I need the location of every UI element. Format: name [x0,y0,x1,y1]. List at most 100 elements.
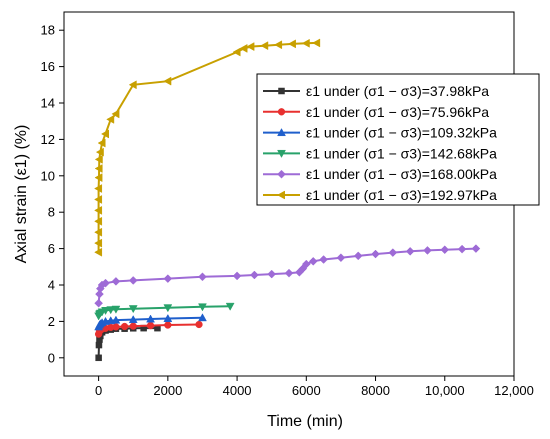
legend-label: ε1 under (σ1 − σ3)=37.98kPa [306,83,489,99]
data-point [128,315,138,324]
series-group [94,302,235,321]
data-point [94,227,103,237]
data-point [106,306,116,315]
legend-item: ε1 under (σ1 − σ3)=142.68kPa [263,145,497,161]
plot-series [94,38,481,362]
data-point [423,246,432,255]
data-point [232,47,241,57]
data-point [232,271,242,281]
y-tick-label: 12 [41,132,55,147]
data-point [111,277,121,286]
x-tick-label: 4000 [223,383,252,398]
data-point [225,302,235,311]
data-point [95,354,102,362]
data-point [312,38,321,48]
data-point [260,41,269,51]
data-point [198,313,207,322]
y-axis-title: Axial strain (ε1) (%) [13,125,30,264]
data-point [94,298,103,308]
data-point [284,268,294,278]
y-tick-label: 14 [41,96,55,111]
y-tick-label: 2 [48,314,55,329]
y-tick-label: 10 [41,168,55,183]
legend-label: ε1 under (σ1 − σ3)=109.32kPa [306,125,497,141]
x-tick-label: 8000 [361,383,390,398]
data-point [120,322,129,331]
data-point [112,323,120,331]
data-point [94,154,103,164]
data-point [101,278,110,288]
x-axis-title: Time (min) [267,413,343,430]
y-tick-label: 0 [48,350,55,365]
legend-item: ε1 under (σ1 − σ3)=109.32kPa [263,125,497,141]
legend-box [256,73,540,206]
data-point [198,303,207,312]
data-point [94,195,103,204]
data-point [163,274,173,283]
y-tick-label: 18 [41,23,55,38]
data-point [267,269,277,279]
x-tick-label: 2000 [153,383,182,398]
legend-label: ε1 under (σ1 − σ3)=192.97kPa [306,187,497,203]
data-point [471,244,481,253]
data-point [308,256,318,266]
legend-item: ε1 under (σ1 − σ3)=192.97kPa [263,187,497,203]
data-point [94,238,103,248]
data-point [287,39,296,49]
data-point [146,321,155,330]
data-point [250,270,259,280]
data-point [163,304,173,313]
series-group [94,313,207,331]
data-point [111,305,121,314]
data-point [239,43,248,53]
data-point [319,255,328,264]
legend-label: ε1 under (σ1 − σ3)=142.68kPa [306,145,497,161]
y-tick-label: 6 [48,241,55,256]
data-point [95,341,103,349]
legend-label: ε1 under (σ1 − σ3)=168.00kPa [306,166,497,182]
data-point [195,320,203,329]
data-point [277,149,286,158]
data-point [371,249,380,259]
data-point [163,313,173,322]
data-point [276,190,285,200]
data-point [101,129,109,139]
series-line [97,247,476,304]
legend-item: ε1 under (σ1 − σ3)=37.98kPa [263,83,489,99]
series-group [94,244,481,308]
data-point [301,38,310,48]
data-point [353,251,363,261]
data-point [95,147,104,157]
data-point [301,259,311,269]
data-point [94,173,103,183]
data-point [101,307,110,315]
data-point [277,169,286,179]
y-tick-label: 4 [48,278,55,293]
data-point [94,184,103,193]
legend-label: ε1 under (σ1 − σ3)=75.96kPa [306,104,489,120]
data-point [95,289,104,299]
axis-ticks: 0 2000 4000 6000 8000 10,000 12,000 0 2 4 6 8 10 12 14… [41,23,534,398]
data-point [278,87,285,95]
x-tick-label: 12,000 [494,383,534,398]
y-tick-label: 8 [48,205,55,220]
legend-items: ε1 under (σ1 − σ3)=37.98kPa ε1 under (σ1 … [263,83,497,203]
data-point [129,322,137,330]
legend-item: ε1 under (σ1 − σ3)=75.96kPa [263,104,489,120]
data-point [97,138,106,148]
data-point [388,248,398,257]
data-point [94,205,103,215]
data-point [277,128,286,137]
data-point [440,245,450,255]
x-tick-label: 0 [95,383,102,398]
data-point [277,108,286,116]
data-point [163,76,172,86]
data-point [128,305,138,314]
data-point [94,164,103,173]
data-point [128,80,137,90]
legend: ε1 under (σ1 − σ3)=37.98kPa ε1 under (σ1 … [256,73,540,206]
data-point [246,42,255,52]
data-point [274,40,283,50]
legend-item: ε1 under (σ1 − σ3)=168.00kPa [263,166,497,182]
data-point [457,244,467,254]
